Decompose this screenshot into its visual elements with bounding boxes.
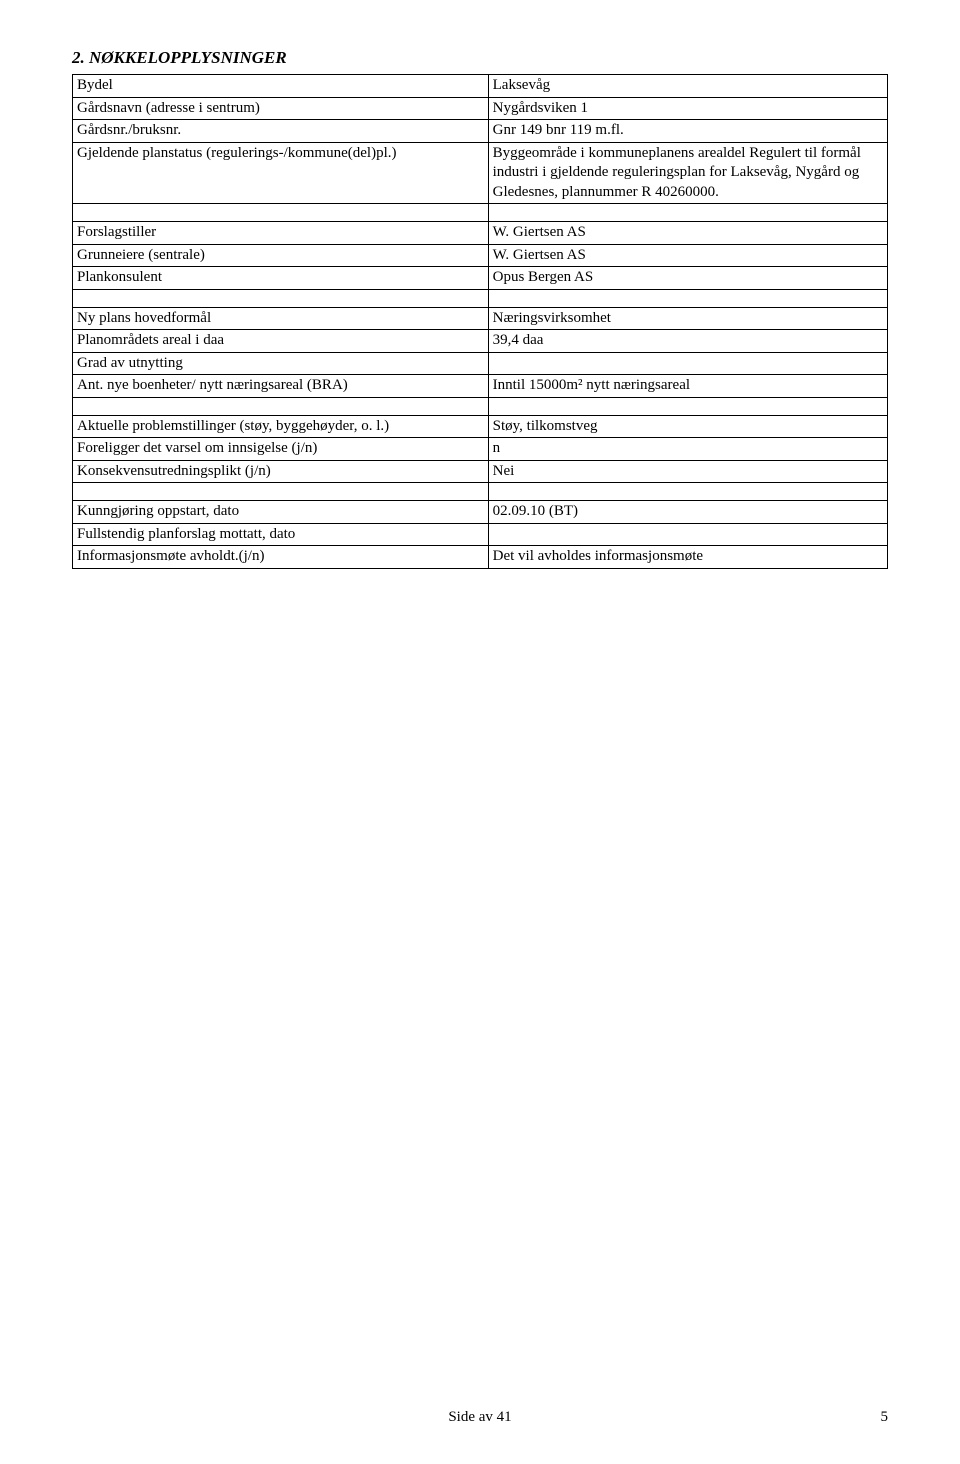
table-row: Bydel Laksevåg: [73, 75, 888, 98]
cell-value: Nygårdsviken 1: [488, 97, 887, 120]
page-footer: Side av 41 5: [0, 1409, 960, 1426]
cell-value: n: [488, 438, 887, 461]
empty-cell: [488, 289, 887, 307]
cell-label: Fullstendig planforslag mottatt, dato: [73, 523, 489, 546]
table-row: Aktuelle problemstillinger (støy, byggeh…: [73, 415, 888, 438]
empty-cell: [488, 483, 887, 501]
cell-value: Det vil avholdes informasjonsmøte: [488, 546, 887, 569]
table-row: Konsekvensutredningsplikt (j/n) Nei: [73, 460, 888, 483]
footer-center-text: Side av 41: [0, 1409, 960, 1426]
cell-value: [488, 352, 887, 375]
cell-label: Grunneiere (sentrale): [73, 244, 489, 267]
cell-label: Informasjonsmøte avholdt.(j/n): [73, 546, 489, 569]
empty-cell: [73, 397, 489, 415]
cell-label: Forslagstiller: [73, 222, 489, 245]
cell-value: 39,4 daa: [488, 330, 887, 353]
table-row: Fullstendig planforslag mottatt, dato: [73, 523, 888, 546]
cell-label: Foreligger det varsel om innsigelse (j/n…: [73, 438, 489, 461]
cell-value: Nei: [488, 460, 887, 483]
section-heading: 2. NØKKELOPPLYSNINGER: [72, 48, 888, 68]
cell-label: Ny plans hovedformål: [73, 307, 489, 330]
empty-cell: [73, 204, 489, 222]
cell-label: Kunngjøring oppstart, dato: [73, 501, 489, 524]
key-info-table: Bydel Laksevåg Gårdsnavn (adresse i sent…: [72, 74, 888, 569]
cell-value: Støy, tilkomstveg: [488, 415, 887, 438]
table-row: Foreligger det varsel om innsigelse (j/n…: [73, 438, 888, 461]
cell-value: Inntil 15000m² nytt næringsareal: [488, 375, 887, 398]
cell-value: 02.09.10 (BT): [488, 501, 887, 524]
cell-label: Aktuelle problemstillinger (støy, byggeh…: [73, 415, 489, 438]
table-row: Gårdsnr./bruksnr. Gnr 149 bnr 119 m.fl.: [73, 120, 888, 143]
cell-label: Gårdsnr./bruksnr.: [73, 120, 489, 143]
cell-value: W. Giertsen AS: [488, 244, 887, 267]
table-row: Ant. nye boenheter/ nytt næringsareal (B…: [73, 375, 888, 398]
cell-label: Ant. nye boenheter/ nytt næringsareal (B…: [73, 375, 489, 398]
empty-cell: [73, 483, 489, 501]
table-row: Grunneiere (sentrale) W. Giertsen AS: [73, 244, 888, 267]
empty-cell: [73, 289, 489, 307]
cell-label: Konsekvensutredningsplikt (j/n): [73, 460, 489, 483]
table-row: Gårdsnavn (adresse i sentrum) Nygårdsvik…: [73, 97, 888, 120]
cell-label: Plankonsulent: [73, 267, 489, 290]
table-row: Gjeldende planstatus (regulerings-/kommu…: [73, 142, 888, 204]
spacer-row: [73, 204, 888, 222]
cell-value: Opus Bergen AS: [488, 267, 887, 290]
table-row: Kunngjøring oppstart, dato 02.09.10 (BT): [73, 501, 888, 524]
table-row: Planområdets areal i daa 39,4 daa: [73, 330, 888, 353]
spacer-row: [73, 397, 888, 415]
cell-value: Næringsvirksomhet: [488, 307, 887, 330]
cell-value: Gnr 149 bnr 119 m.fl.: [488, 120, 887, 143]
spacer-row: [73, 483, 888, 501]
cell-label: Planområdets areal i daa: [73, 330, 489, 353]
document-page: 2. NØKKELOPPLYSNINGER Bydel Laksevåg Går…: [0, 0, 960, 633]
table-row: Forslagstiller W. Giertsen AS: [73, 222, 888, 245]
table-row: Ny plans hovedformål Næringsvirksomhet: [73, 307, 888, 330]
table-row: Grad av utnytting: [73, 352, 888, 375]
table-row: Informasjonsmøte avholdt.(j/n) Det vil a…: [73, 546, 888, 569]
empty-cell: [488, 397, 887, 415]
cell-value: Laksevåg: [488, 75, 887, 98]
table-row: Plankonsulent Opus Bergen AS: [73, 267, 888, 290]
footer-page-number: 5: [881, 1409, 889, 1426]
cell-label: Grad av utnytting: [73, 352, 489, 375]
cell-label: Bydel: [73, 75, 489, 98]
cell-value: Byggeområde i kommuneplanens arealdel Re…: [488, 142, 887, 204]
cell-label: Gjeldende planstatus (regulerings-/kommu…: [73, 142, 489, 204]
cell-value: [488, 523, 887, 546]
spacer-row: [73, 289, 888, 307]
empty-cell: [488, 204, 887, 222]
cell-value: W. Giertsen AS: [488, 222, 887, 245]
cell-label: Gårdsnavn (adresse i sentrum): [73, 97, 489, 120]
